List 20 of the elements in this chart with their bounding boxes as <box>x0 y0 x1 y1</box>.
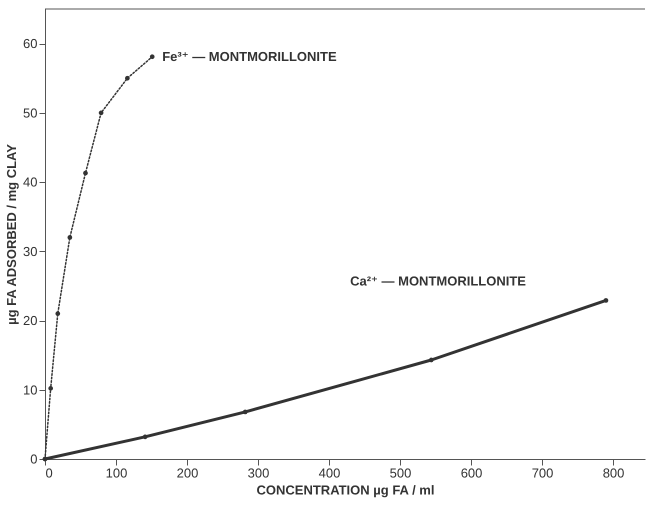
x-tick-label: 0 <box>46 466 53 480</box>
y-tick-label: 20 <box>23 313 38 328</box>
x-tick-label: 300 <box>248 466 270 480</box>
y-tick-label: 0 <box>30 452 38 466</box>
x-tick-label: 100 <box>106 466 128 480</box>
x-tick-label: 200 <box>176 466 198 480</box>
x-tick-label: 700 <box>532 466 554 480</box>
x-tick-label: 800 <box>602 466 624 480</box>
y-tick-label: 30 <box>23 244 38 259</box>
y-tick-label: 60 <box>23 36 38 52</box>
series-label: Fe³⁺ — MONTMORILLONITE <box>162 48 337 64</box>
y-tick-label: 10 <box>23 382 38 398</box>
x-tick-label: 600 <box>460 466 482 480</box>
x-tick-label: 400 <box>318 466 340 480</box>
y-tick-label: 50 <box>23 105 38 120</box>
x-tick-label: 500 <box>390 466 412 480</box>
y-axis-title: µg FA ADSORBED / mg CLAY <box>4 144 20 325</box>
x-axis-title: CONCENTRATION µg FA / ml <box>256 482 434 498</box>
text: Ca²⁺ — MONTMORILLONITE <box>350 273 526 288</box>
y-tick-label: 40 <box>23 174 38 190</box>
